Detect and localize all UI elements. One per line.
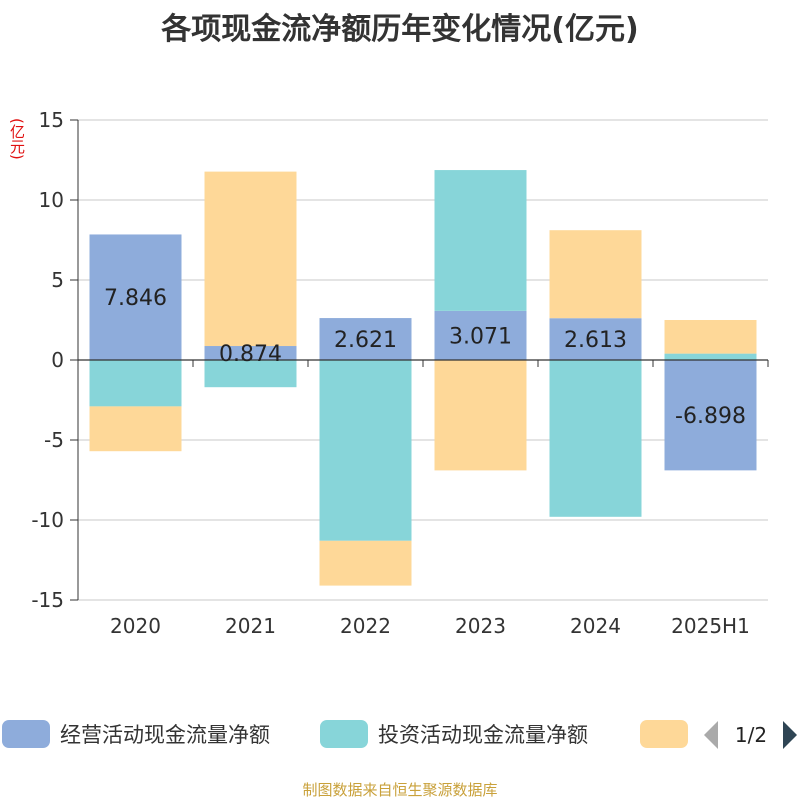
y-tick-label: 5 (51, 268, 64, 292)
legend-swatch[interactable] (640, 720, 688, 748)
bar-series1 (89, 234, 182, 360)
bar-series2 (89, 360, 182, 407)
bar-series3 (549, 230, 642, 319)
legend-next-icon[interactable] (783, 721, 797, 749)
bar-series1 (664, 360, 757, 471)
y-tick-label: -15 (31, 588, 64, 612)
x-category-label: 2023 (455, 614, 506, 638)
bar-series2 (204, 360, 297, 388)
x-category-label: 2022 (340, 614, 391, 638)
bar-series1 (204, 346, 297, 360)
y-tick-label: 10 (39, 188, 64, 212)
legend-page-indicator: 1/2 (735, 723, 767, 747)
source-footer: 制图数据来自恒生聚源数据库 (302, 781, 498, 799)
y-tick-label: -5 (44, 428, 64, 452)
x-category-label: 2020 (110, 614, 161, 638)
bar-series3 (204, 171, 297, 347)
bar-series3 (89, 406, 182, 452)
bar-series2 (319, 360, 412, 541)
x-category-label: 2021 (225, 614, 276, 638)
bar-series2 (664, 353, 757, 360)
data-label: 2.621 (334, 328, 397, 353)
bar-series1 (549, 318, 642, 360)
data-label: 0.874 (219, 342, 282, 367)
bar-series3 (664, 320, 757, 354)
bar-series3 (319, 540, 412, 586)
data-label: 3.071 (449, 324, 512, 349)
legend-swatch[interactable] (320, 720, 368, 748)
legend-swatch[interactable] (2, 720, 50, 748)
bar-series2 (434, 170, 527, 311)
y-axis-unit: (亿元) (8, 118, 26, 160)
bar-series1 (319, 318, 412, 360)
y-tick-label: 0 (51, 348, 64, 372)
legend-label[interactable]: 经营活动现金流量净额 (60, 723, 270, 747)
legend-prev-icon[interactable] (704, 721, 718, 749)
bar-series2 (549, 360, 642, 517)
bar-series3 (434, 360, 527, 471)
bar-series1 (434, 310, 527, 360)
x-category-label: 2024 (570, 614, 621, 638)
legend-label[interactable]: 投资活动现金流量净额 (378, 723, 588, 747)
data-label: -6.898 (675, 404, 746, 429)
y-tick-label: 15 (39, 108, 64, 132)
data-label: 2.613 (564, 328, 627, 353)
chart-title: 各项现金流净额历年变化情况(亿元) (161, 12, 639, 47)
data-label: 7.846 (104, 286, 167, 311)
x-category-label: 2025H1 (671, 614, 750, 638)
y-tick-label: -10 (31, 508, 64, 532)
